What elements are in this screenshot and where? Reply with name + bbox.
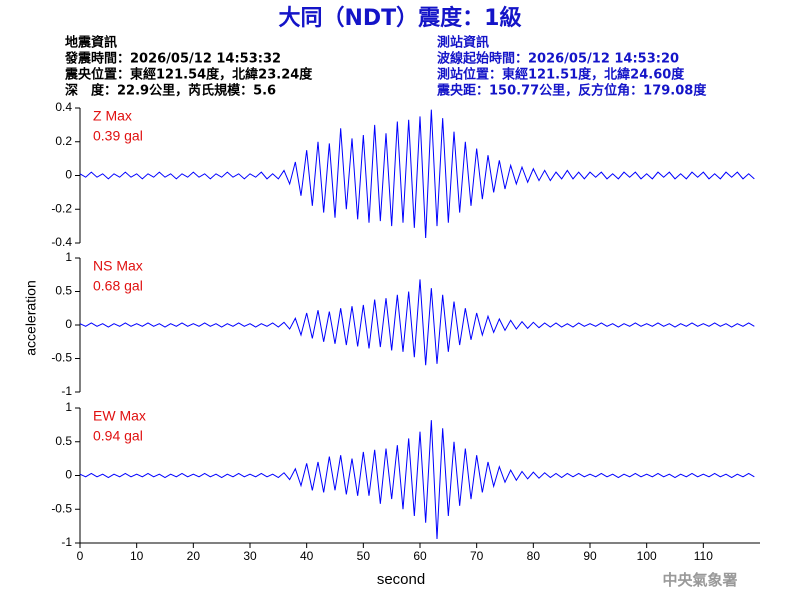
x-tick-label: 30 (243, 549, 257, 563)
info-left-line: 地震資訊 (65, 35, 117, 51)
x-tick-label: 100 (637, 549, 657, 563)
y-tick-label: 0 (65, 168, 72, 182)
y-tick-label: 1 (65, 250, 72, 264)
info-right-line: 測站資訊 (437, 35, 489, 51)
y-axis-label: acceleration (23, 280, 39, 356)
y-tick-label: 0.4 (55, 100, 72, 114)
x-tick-label: 20 (187, 549, 201, 563)
x-tick-label: 40 (300, 549, 314, 563)
info-right-line: 測站位置：東經121.51度，北緯24.60度 (437, 67, 685, 83)
x-tick-label: 90 (583, 549, 597, 563)
y-tick-label: -1 (61, 384, 72, 398)
footer-logo: 中央氣象署 (662, 571, 737, 589)
series-name: Z Max (93, 108, 132, 124)
y-tick-label: 0.2 (55, 134, 72, 148)
waveform (79, 109, 755, 238)
y-tick-label: 0 (65, 317, 72, 331)
info-left-line: 深 度：22.9公里，芮氏規模：5.6 (65, 83, 276, 99)
series-name: EW Max (93, 408, 146, 424)
y-tick-label: 0.5 (55, 434, 72, 448)
x-tick-label: 110 (694, 549, 713, 563)
max-label: 0.39 gal (93, 128, 143, 144)
series-name: NS Max (93, 258, 143, 274)
info-right-line: 波線起始時間：2026/05/12 14:53:20 (437, 51, 679, 67)
y-tick-label: -0.2 (51, 201, 72, 215)
max-label: 0.94 gal (93, 428, 143, 444)
y-tick-label: -0.4 (51, 235, 72, 249)
info-left-line: 震央位置：東經121.54度，北緯23.24度 (64, 67, 313, 83)
x-tick-label: 0 (77, 549, 84, 563)
y-tick-label: -0.5 (51, 501, 72, 515)
x-tick-label: 70 (470, 549, 484, 563)
waveform (79, 420, 755, 539)
y-tick-label: 1 (65, 400, 72, 414)
info-left-line: 發震時間：2026/05/12 14:53:32 (64, 51, 281, 67)
x-tick-label: 60 (413, 549, 427, 563)
x-axis-label: second (377, 571, 425, 588)
info-right-line: 震央距：150.77公里，反方位角：179.08度 (436, 83, 707, 99)
waveform (79, 279, 755, 366)
y-tick-label: -1 (61, 535, 72, 549)
chart-title: 大同（NDT）震度：1級 (279, 5, 522, 31)
y-tick-label: 0 (65, 468, 72, 482)
max-label: 0.68 gal (93, 278, 143, 294)
x-tick-label: 50 (357, 549, 371, 563)
x-tick-label: 10 (130, 549, 144, 563)
y-tick-label: 0.5 (55, 284, 72, 298)
y-tick-label: -0.5 (51, 351, 72, 365)
x-tick-label: 80 (527, 549, 541, 563)
